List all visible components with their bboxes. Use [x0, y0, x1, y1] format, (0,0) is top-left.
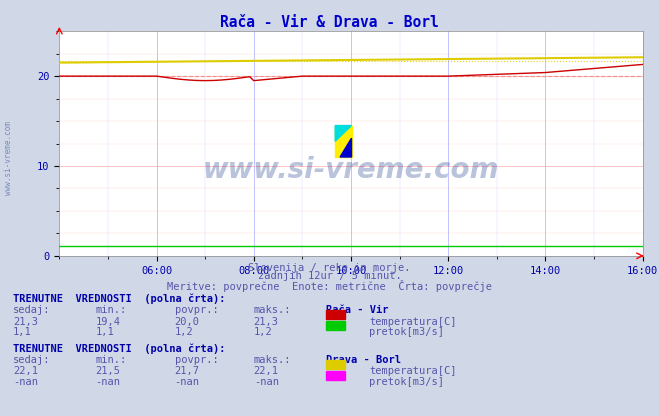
- Text: 21,3: 21,3: [13, 317, 38, 327]
- Text: 21,5: 21,5: [96, 366, 121, 376]
- Text: TRENUTNE  VREDNOSTI  (polna črta):: TRENUTNE VREDNOSTI (polna črta):: [13, 343, 225, 354]
- Text: sedaj:: sedaj:: [13, 355, 51, 365]
- Text: Rača - Vir: Rača - Vir: [326, 305, 389, 315]
- Text: 1,2: 1,2: [254, 327, 272, 337]
- Text: Rača - Vir & Drava - Borl: Rača - Vir & Drava - Borl: [220, 15, 439, 30]
- Text: zadnjih 12ur / 5 minut.: zadnjih 12ur / 5 minut.: [258, 271, 401, 281]
- Text: povpr.:: povpr.:: [175, 355, 218, 365]
- Text: maks.:: maks.:: [254, 355, 291, 365]
- Text: maks.:: maks.:: [254, 305, 291, 315]
- Text: 22,1: 22,1: [254, 366, 279, 376]
- Text: temperatura[C]: temperatura[C]: [369, 366, 457, 376]
- Text: 1,1: 1,1: [96, 327, 114, 337]
- Text: pretok[m3/s]: pretok[m3/s]: [369, 327, 444, 337]
- Text: 20,0: 20,0: [175, 317, 200, 327]
- Text: -nan: -nan: [13, 377, 38, 387]
- Text: 22,1: 22,1: [13, 366, 38, 376]
- Text: 21,3: 21,3: [254, 317, 279, 327]
- Text: min.:: min.:: [96, 305, 127, 315]
- Text: sedaj:: sedaj:: [13, 305, 51, 315]
- Text: 21,7: 21,7: [175, 366, 200, 376]
- Bar: [335, 126, 351, 157]
- Text: temperatura[C]: temperatura[C]: [369, 317, 457, 327]
- Text: povpr.:: povpr.:: [175, 305, 218, 315]
- Text: -nan: -nan: [175, 377, 200, 387]
- Text: -nan: -nan: [96, 377, 121, 387]
- Text: Drava - Borl: Drava - Borl: [326, 355, 401, 365]
- Polygon shape: [340, 138, 351, 157]
- Text: 1,1: 1,1: [13, 327, 32, 337]
- Text: www.si-vreme.com: www.si-vreme.com: [203, 156, 499, 184]
- Text: www.si-vreme.com: www.si-vreme.com: [4, 121, 13, 195]
- Text: Meritve: povprečne  Enote: metrične  Črta: povprečje: Meritve: povprečne Enote: metrične Črta:…: [167, 280, 492, 292]
- Text: -nan: -nan: [254, 377, 279, 387]
- Text: 19,4: 19,4: [96, 317, 121, 327]
- Polygon shape: [335, 126, 351, 141]
- Text: min.:: min.:: [96, 355, 127, 365]
- Text: Slovenija / reke in morje.: Slovenija / reke in morje.: [248, 263, 411, 273]
- Text: 1,2: 1,2: [175, 327, 193, 337]
- Text: TRENUTNE  VREDNOSTI  (polna črta):: TRENUTNE VREDNOSTI (polna črta):: [13, 293, 225, 304]
- Text: pretok[m3/s]: pretok[m3/s]: [369, 377, 444, 387]
